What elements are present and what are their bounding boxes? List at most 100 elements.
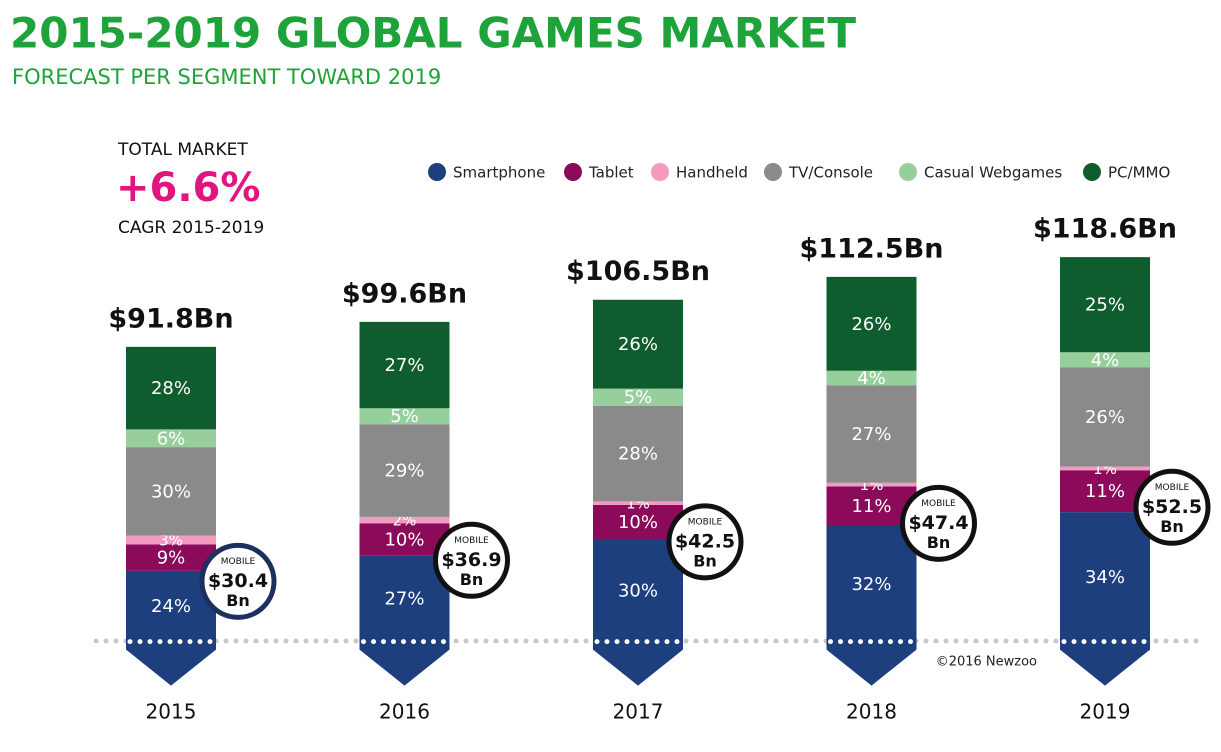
legend-swatch [564,163,582,181]
segment-label: 25% [1085,295,1125,316]
bar-segment [126,570,216,686]
bar-segment [359,516,450,524]
bar-segment [359,408,450,425]
segment-label: 29% [384,461,424,482]
bar-segment [1060,352,1150,368]
x-tick-label: 2015 [146,700,197,724]
segment-label: 10% [618,512,658,533]
bar-segment [826,526,917,686]
bar-segment [826,385,917,483]
source: ©2016 Newzoo [936,655,1037,670]
bar-segment [593,388,683,406]
mobile-badge [433,521,510,599]
mobile-badge [1133,468,1211,546]
segment-label: 11% [1085,481,1125,502]
bar-segment [593,539,683,686]
bar-segment [126,429,216,448]
bar-segment [826,486,917,527]
legend-swatch [651,163,669,181]
bar-segment [126,544,216,571]
mobile-title: MOBILE [921,499,956,509]
segment-label: 5% [390,406,419,427]
segment-label: 27% [384,355,424,376]
summary-caption: CAGR 2015-2019 [118,218,264,238]
bar-segment [1060,367,1150,467]
segment-label: 28% [151,378,191,399]
total-label: $91.8Bn [108,303,233,334]
bar-segment [1060,470,1150,513]
mobile-unit: Bn [226,591,250,610]
segment-label: 26% [618,334,658,355]
bar-segment [126,535,216,545]
summary-value: +6.6% [116,165,260,211]
legend-swatch [428,163,446,181]
legend-label: PC/MMO [1108,164,1170,182]
segment-label: 3% [159,531,183,549]
segment-label: 5% [624,387,653,408]
bar-segment [126,447,216,536]
bar-segment [359,321,450,409]
segment-label: 26% [1085,407,1125,428]
segment-label: 27% [384,588,424,609]
legend-swatch [764,163,782,181]
x-tick-label: 2019 [1080,700,1131,724]
total-label: $106.5Bn [566,256,710,287]
legend-label: Handheld [676,164,748,182]
legend-swatch [1083,163,1101,181]
bar-segment [826,370,917,386]
total-label: $118.6Bn [1033,214,1177,245]
segment-label: 6% [157,428,186,449]
chart-title: 2015-2019 GLOBAL GAMES MARKET [10,9,856,58]
segment-label: 30% [618,580,658,601]
mobile-badge [900,484,977,562]
mobile-badge [666,503,744,581]
chart-subtitle: FORECAST PER SEGMENT TOWARD 2019 [12,65,441,89]
mobile-unit: Bn [460,570,484,589]
mobile-badge [199,542,277,620]
bar-segment [126,346,216,430]
mobile-title: MOBILE [1155,483,1190,493]
segment-label: 4% [1091,350,1120,371]
legend-label: Smartphone [453,164,545,182]
legend-swatch [899,163,917,181]
bar-segment [1060,466,1150,471]
segment-label: 28% [618,444,658,465]
bar-segment [593,501,683,505]
segment-label: 27% [851,424,891,445]
bar-segment [1060,512,1150,686]
segment-label: 10% [384,529,424,550]
legend-label: Tablet [588,164,634,182]
segment-label: 24% [151,596,191,617]
bar-segment [826,276,917,371]
mobile-value: $30.4 [208,570,268,592]
segment-label: 11% [851,496,891,517]
total-label: $112.5Bn [800,233,944,264]
mobile-unit: Bn [693,551,717,570]
legend-label: TV/Console [788,164,873,182]
bar-segment [593,405,683,502]
total-label: $99.6Bn [342,278,467,309]
mobile-value: $42.5 [675,530,735,552]
bar-segment [359,523,450,556]
legend-label: Casual Webgames [924,164,1062,182]
mobile-title: MOBILE [221,557,256,567]
segment-label: 4% [857,368,886,389]
bar-segment [1060,257,1150,353]
segment-label: 9% [157,548,186,569]
mobile-value: $52.5 [1142,496,1202,518]
segment-label: 34% [1085,567,1125,588]
x-tick-label: 2016 [379,700,430,724]
mobile-value: $36.9 [441,549,501,571]
bar-segment [826,482,917,487]
summary-heading: TOTAL MARKET [117,140,248,160]
bar-segment [593,504,683,540]
segment-label: 26% [851,314,891,335]
mobile-unit: Bn [927,533,951,552]
bar-segment [593,299,683,389]
mobile-title: MOBILE [454,536,489,546]
bar-segment [359,424,450,517]
segment-label: 32% [851,574,891,595]
bar-segment [359,555,450,686]
x-tick-label: 2018 [846,700,897,724]
